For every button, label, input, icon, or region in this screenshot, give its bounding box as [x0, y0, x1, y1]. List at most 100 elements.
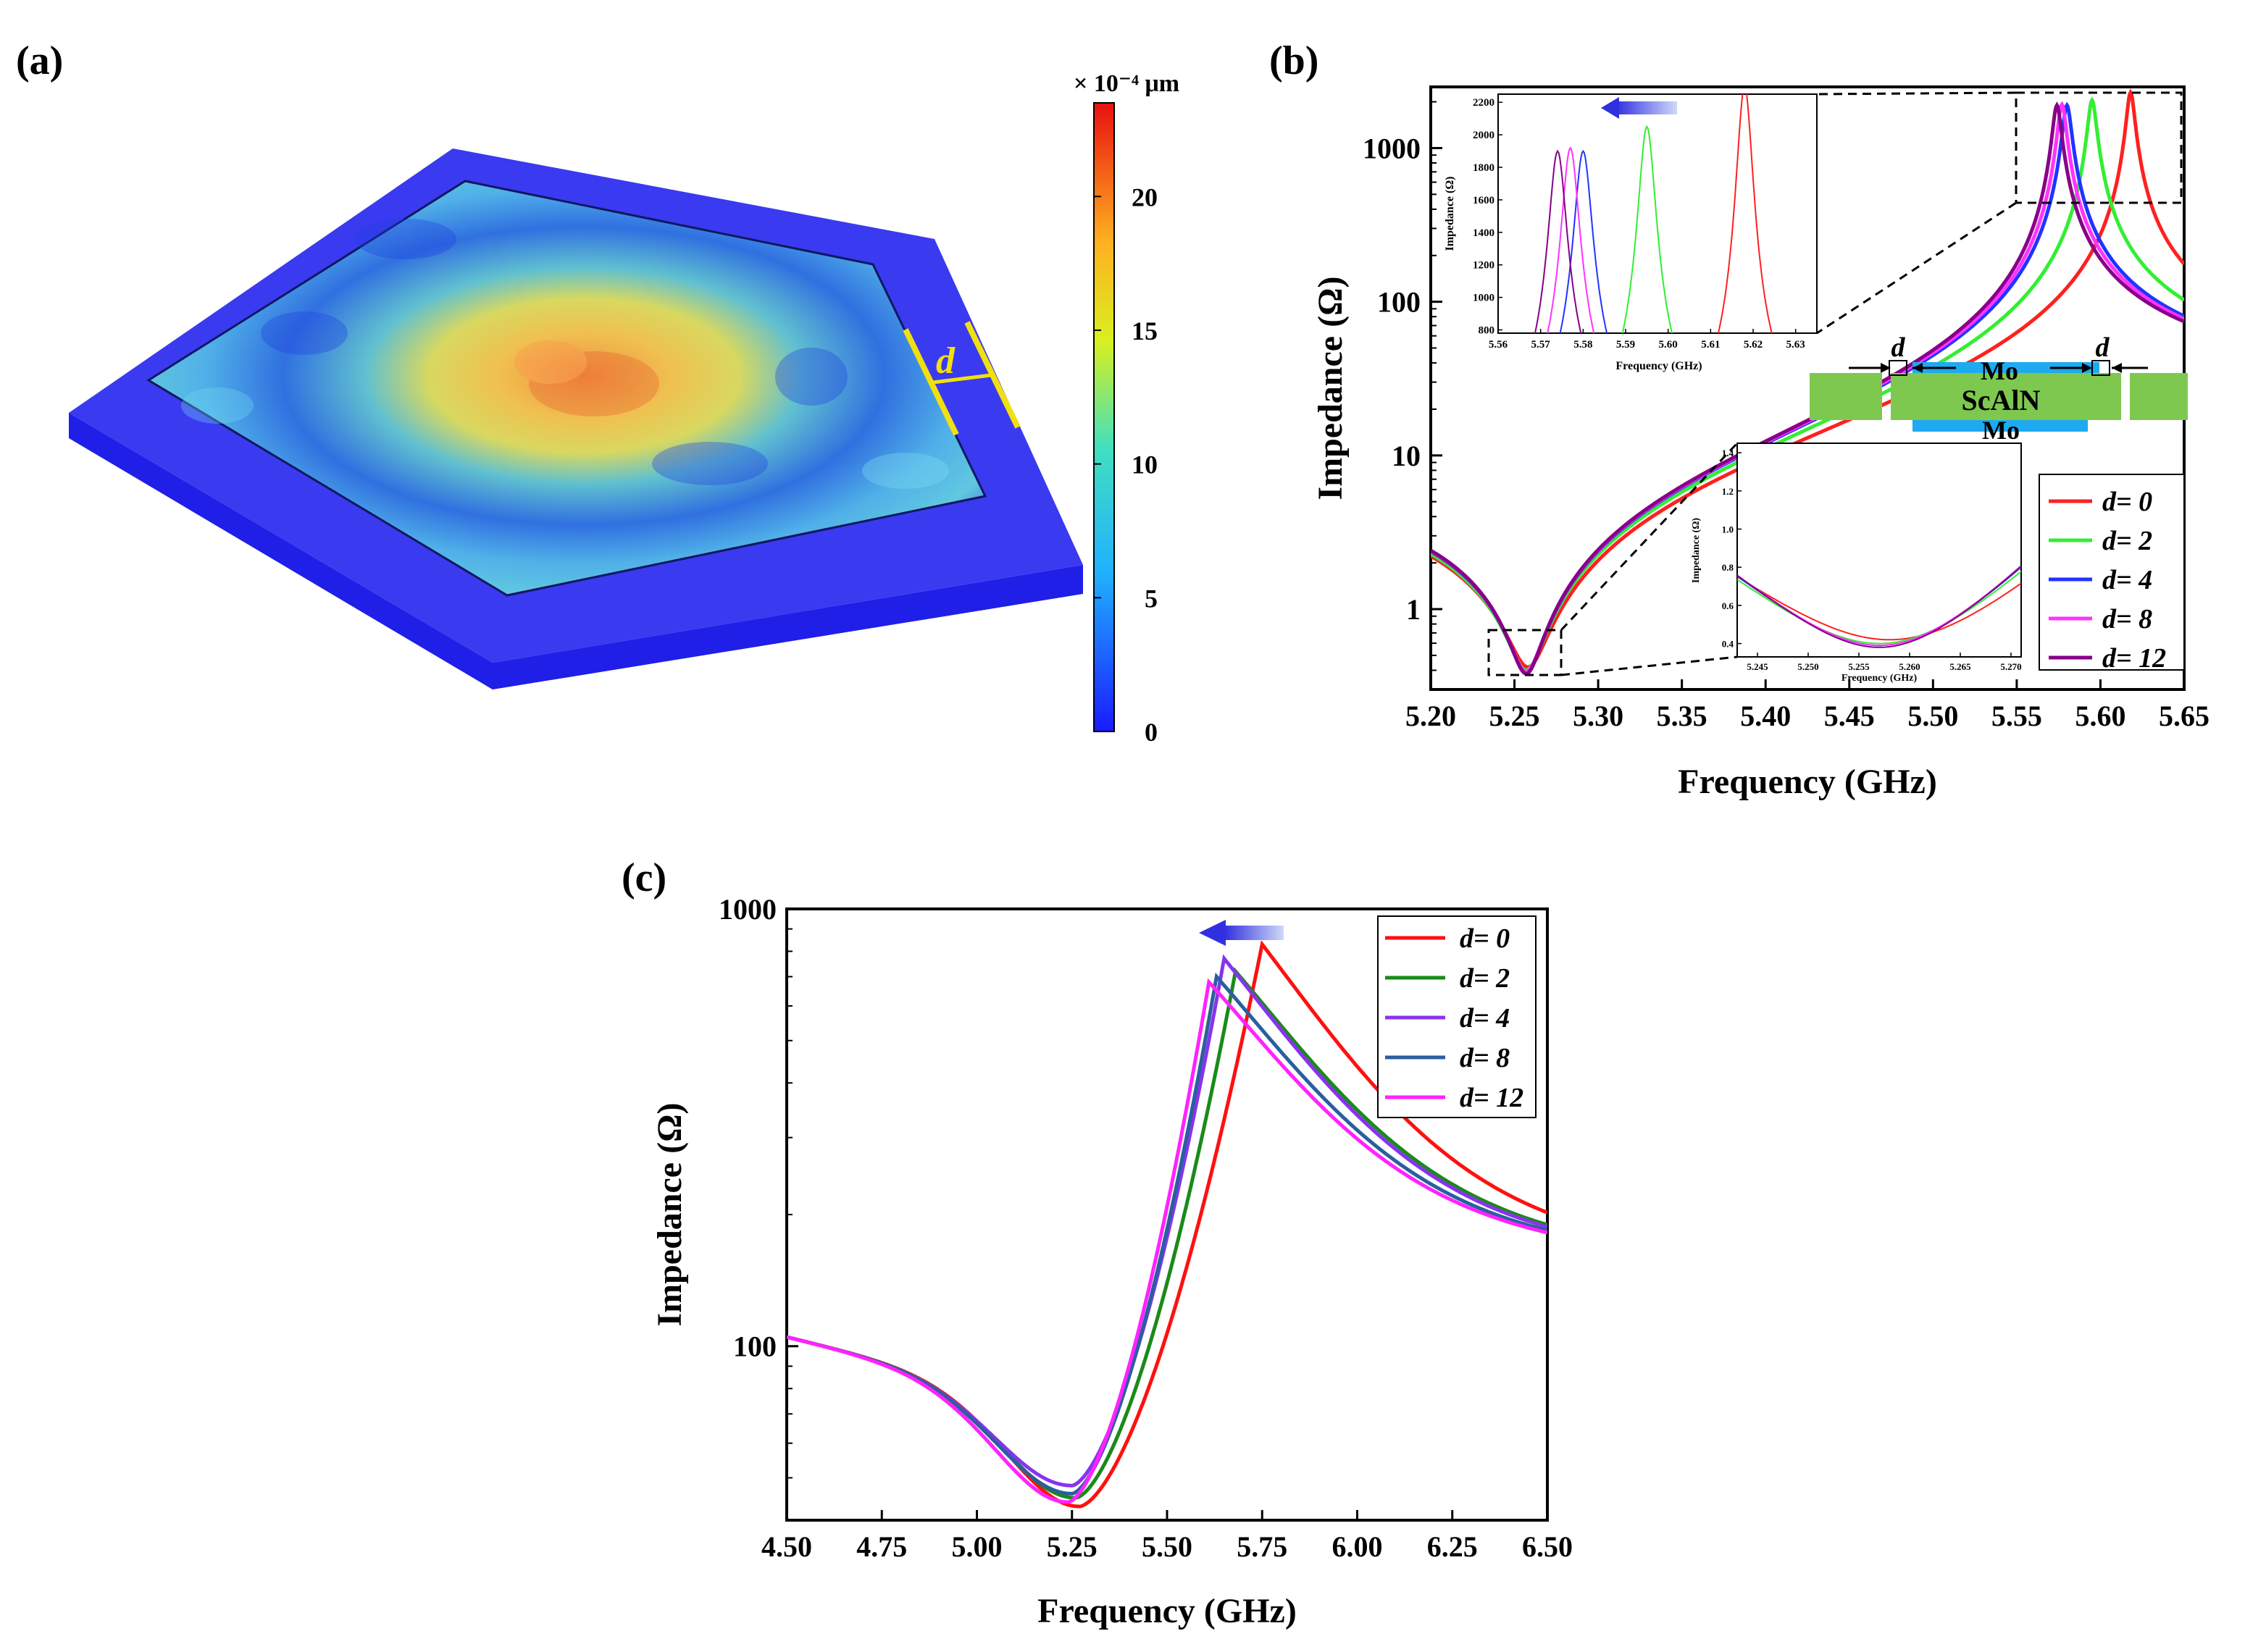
inset-peak-ylabel: Impedance (Ω) [1444, 176, 1456, 251]
inset-x-tick-label: 5.58 [1573, 339, 1592, 351]
inset-valley-line-1 [1737, 571, 2021, 645]
plot-c-ylabel: Impedance (Ω) [651, 1102, 689, 1326]
inset-y-tick-label: 800 [1479, 325, 1495, 337]
x-tick-label: 5.00 [952, 1530, 1003, 1563]
x-tick-label: 5.50 [1142, 1530, 1192, 1563]
panel-c-label: (c) [622, 855, 666, 900]
colorbar-tick-label: 5 [1145, 584, 1158, 613]
inset-peak-xlabel: Frequency (GHz) [1615, 360, 1702, 372]
y-tick-label: 1000 [719, 893, 777, 926]
inset-x-tick-label: 5.63 [1786, 339, 1805, 351]
colorbar-tick-label: 10 [1132, 450, 1158, 479]
schematic-bottom-mo: Mo [1982, 416, 2020, 445]
schematic-scaln: ScAlN [1962, 384, 2041, 416]
heatmap-texture [181, 219, 949, 489]
inset-y-tick-label: 1.2 [1722, 486, 1734, 497]
legend-label: d= 2 [1460, 963, 1510, 994]
x-tick-label: 6.00 [1332, 1530, 1383, 1563]
inset-x-tick-label: 5.265 [1949, 661, 1971, 672]
y-tick-label: 1000 [1363, 132, 1421, 164]
plate-side [69, 413, 1083, 689]
d-label: d [936, 340, 956, 382]
inset-x-tick-label: 5.255 [1848, 661, 1870, 672]
x-tick-label: 5.45 [1824, 700, 1875, 732]
x-tick-label: 6.25 [1427, 1530, 1478, 1563]
x-tick-label: 5.35 [1657, 700, 1707, 732]
plot-b-legend: d= 0 d= 2 d= 4 d= 8 d= 12 [2039, 474, 2185, 674]
y-tick-label: 100 [733, 1330, 777, 1363]
series-line-d12 [1431, 101, 2184, 676]
inset-x-tick-label: 5.260 [1899, 661, 1920, 672]
schematic-top-mo: Mo [1981, 356, 2018, 385]
y-tick-label: 100 [1377, 286, 1421, 319]
inset-y-tick-label: 1.0 [1722, 524, 1734, 535]
inset-x-tick-label: 5.59 [1616, 339, 1635, 351]
inset-x-tick-label: 5.56 [1489, 339, 1508, 351]
plot-c-legend: d= 0 d= 2 d= 4 d= 8 d= 12 [1377, 915, 1537, 1118]
inset-peak-line-0 [1717, 94, 1773, 333]
legend-label: d= 12 [2102, 643, 2166, 674]
legend-label: d= 4 [2102, 565, 2152, 595]
inset-peak-line-1 [1621, 125, 1673, 333]
plot-c-axes: 4.50 4.75 5.00 5.25 5.50 5.75 6.00 6.25 6.50 100 1… [719, 893, 1573, 1563]
zoom-box-valley [1487, 629, 1563, 676]
inset-y-tick-label: 1.4 [1722, 448, 1734, 458]
inset-y-tick-label: 0.4 [1722, 639, 1734, 650]
zoom-box-peak [2015, 91, 2183, 204]
panel-b: (b) 5.20 5.25 5.30 5.35 5.40 5.45 5.50 5.55 5.60… [1269, 38, 2210, 801]
inset-x-tick-label: 5.60 [1659, 339, 1678, 351]
colorbar-tick-label: 0 [1145, 718, 1158, 747]
panel-a-label: (a) [16, 38, 63, 83]
plot-b-axes: 5.20 5.25 5.30 5.35 5.40 5.45 5.50 5.55 5.60 5.65… [1363, 101, 2210, 732]
plot-c-series [787, 940, 1547, 1509]
inset-valley-xlabel: Frequency (GHz) [1841, 673, 1918, 684]
y-tick-label: 1 [1406, 593, 1421, 626]
inset-valley-line-4 [1737, 565, 2021, 648]
inset-y-tick-label: 1400 [1473, 227, 1494, 239]
panel-a: (a) d × 10⁻⁴ μm 0 5 10 15 20 [16, 38, 1179, 747]
series-line-d0 [1431, 88, 2184, 669]
inset-y-tick-label: 0.6 [1722, 600, 1734, 611]
inset-x-tick-label: 5.270 [2000, 661, 2021, 672]
legend-label: d= 2 [2102, 526, 2152, 556]
legend-label: d= 8 [2102, 604, 2152, 634]
inset-x-tick-label: 5.245 [1747, 661, 1768, 672]
x-tick-label: 5.60 [2075, 700, 2125, 732]
legend-label: d= 0 [1460, 923, 1510, 954]
x-tick-label: 5.25 [1047, 1530, 1098, 1563]
inset-y-tick-label: 2000 [1473, 130, 1494, 141]
series-line-d12 [787, 978, 1547, 1504]
shift-arrow-b [1615, 101, 1677, 114]
shift-arrow-c [1224, 926, 1284, 940]
inset-x-tick-label: 5.61 [1701, 339, 1720, 351]
x-tick-label: 5.55 [1991, 700, 2042, 732]
schematic-d-left: d [1891, 332, 1906, 363]
x-tick-label: 5.40 [1740, 700, 1791, 732]
inset-valley-line-0 [1737, 576, 2021, 641]
inset-peak-line-3 [1547, 146, 1595, 333]
inset-peak-line-4 [1534, 149, 1582, 333]
legend-label: d= 4 [1460, 1003, 1510, 1033]
legend-label: d= 8 [1460, 1043, 1510, 1073]
plot-b-series [1431, 88, 2184, 676]
inset-x-tick-label: 5.57 [1531, 339, 1551, 351]
x-tick-label: 4.75 [856, 1530, 907, 1563]
inset-valley: 5.245 5.250 5.255 5.260 5.265 5.270 0.4 0.6 0.8 1… [1691, 443, 2022, 684]
x-tick-label: 5.75 [1237, 1530, 1287, 1563]
inset-y-tick-label: 1600 [1473, 195, 1494, 206]
y-tick-label: 10 [1392, 440, 1421, 472]
panel-b-label: (b) [1269, 38, 1318, 83]
x-tick-label: 5.65 [2159, 700, 2210, 732]
schematic-d-right: d [2096, 332, 2110, 363]
x-tick-label: 4.50 [761, 1530, 812, 1563]
inset-x-tick-label: 5.250 [1797, 661, 1818, 672]
inset-valley-ylabel: Impedance (Ω) [1691, 518, 1702, 583]
x-tick-label: 5.30 [1573, 700, 1623, 732]
inset-x-tick-label: 5.62 [1744, 339, 1763, 351]
x-tick-label: 5.20 [1405, 700, 1456, 732]
d-dimension-marker: d [903, 321, 1021, 436]
plot-c-xlabel: Frequency (GHz) [1037, 1592, 1297, 1630]
x-tick-label: 6.50 [1522, 1530, 1573, 1563]
x-tick-label: 5.25 [1489, 700, 1540, 732]
